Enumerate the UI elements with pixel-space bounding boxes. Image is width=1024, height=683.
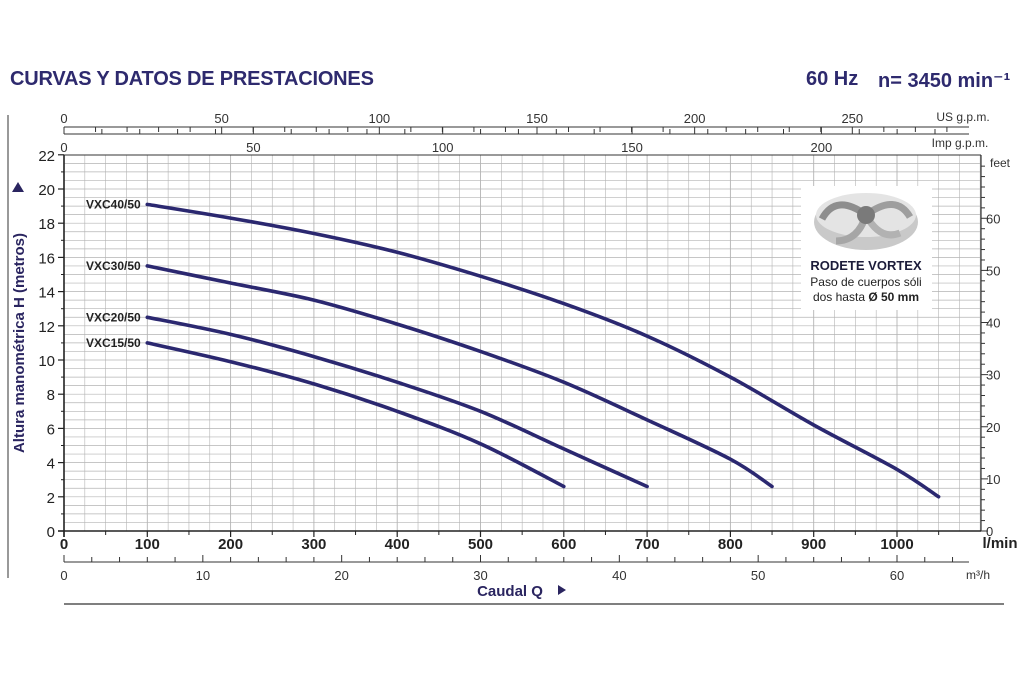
m3h-tick-label: 50 bbox=[751, 568, 765, 583]
curve-vxc30-50 bbox=[145, 264, 774, 489]
feet-tick-label: 60 bbox=[986, 211, 1000, 226]
curves: VXC40/50 VXC30/50 VXC20/50 VXC15/50 bbox=[86, 197, 941, 499]
feet-unit-label: feet bbox=[990, 156, 1011, 170]
x-tick-label: 800 bbox=[718, 536, 743, 553]
speed-label: n= 3450 min⁻¹ bbox=[878, 70, 1011, 92]
curve-vxc20-50 bbox=[145, 315, 649, 489]
y-tick-label: 22 bbox=[38, 148, 55, 165]
vortex-impeller-icon bbox=[814, 193, 918, 250]
y-tick-label: 2 bbox=[47, 490, 55, 507]
x-axis-arrow-icon bbox=[558, 585, 566, 595]
m3h-tick-label: 20 bbox=[334, 568, 348, 583]
frequency-label: 60 Hz bbox=[806, 68, 859, 90]
curve-vxc40-50 bbox=[145, 202, 941, 499]
x-tick-label: 700 bbox=[635, 536, 660, 553]
m3h-tick-label: 10 bbox=[196, 568, 210, 583]
x-tick-label: 600 bbox=[551, 536, 576, 553]
m3h-unit-label: m³/h bbox=[966, 568, 990, 582]
y-tick-label: 4 bbox=[47, 456, 55, 473]
us-gpm-tick-label: 100 bbox=[368, 111, 390, 126]
inset-line2: dos hasta Ø 50 mm bbox=[813, 290, 919, 304]
series-label-vxc40-50: VXC40/50 bbox=[86, 197, 141, 211]
feet-tick-label: 0 bbox=[986, 524, 993, 539]
imp-gpm-tick-label: 100 bbox=[432, 140, 454, 155]
x-tick-label: 900 bbox=[801, 536, 826, 553]
y-tick-label: 10 bbox=[38, 353, 55, 370]
feet-tick-label: 10 bbox=[986, 472, 1000, 487]
us-gpm-tick-label: 200 bbox=[684, 111, 706, 126]
inset-line2-prefix: dos hasta bbox=[813, 290, 868, 304]
inset-line1: Paso de cuerpos sóli bbox=[810, 275, 921, 289]
series-label-vxc20-50: VXC20/50 bbox=[86, 310, 141, 324]
y-axis-title: Altura manométrica H (metros) bbox=[11, 233, 28, 453]
inset-line2-bold: Ø 50 mm bbox=[868, 290, 919, 304]
x-tick-label: 400 bbox=[385, 536, 410, 553]
vortex-impeller-inset: RODETE VORTEX Paso de cuerpos sóli dos h… bbox=[801, 186, 932, 310]
axes: 0 2 4 6 8 10 12 14 16 18 20 22 Altura manométrica H … bbox=[7, 110, 1018, 605]
x-tick-label: 0 bbox=[60, 536, 68, 553]
x-tick-label: 200 bbox=[218, 536, 243, 553]
y-tick-label: 8 bbox=[47, 387, 55, 404]
imp-gpm-tick-label: 200 bbox=[811, 140, 833, 155]
y-axis-arrow-icon bbox=[12, 182, 24, 192]
feet-tick-label: 20 bbox=[986, 420, 1000, 435]
y-tick-label: 16 bbox=[38, 250, 55, 267]
imp-gpm-unit-label: Imp g.p.m. bbox=[932, 136, 989, 150]
y-tick-label: 12 bbox=[38, 319, 55, 336]
imp-gpm-tick-label: 0 bbox=[60, 140, 67, 155]
series-label-vxc30-50: VXC30/50 bbox=[86, 259, 141, 273]
us-gpm-tick-label: 150 bbox=[526, 111, 548, 126]
imp-gpm-tick-label: 50 bbox=[246, 140, 260, 155]
m3h-tick-label: 60 bbox=[890, 568, 904, 583]
m3h-tick-label: 30 bbox=[473, 568, 487, 583]
us-gpm-tick-label: 50 bbox=[214, 111, 228, 126]
x-axis-title: Caudal Q bbox=[477, 583, 543, 600]
x-unit-label: l/min bbox=[982, 535, 1017, 552]
page-title: CURVAS Y DATOS DE PRESTACIONES bbox=[10, 68, 374, 90]
us-gpm-tick-label: 0 bbox=[60, 111, 67, 126]
x-tick-label: 100 bbox=[135, 536, 160, 553]
x-tick-label: 500 bbox=[468, 536, 493, 553]
series-label-vxc15-50: VXC15/50 bbox=[86, 336, 141, 350]
y-tick-label: 20 bbox=[38, 182, 55, 199]
curve-vxc15-50 bbox=[145, 341, 566, 489]
feet-tick-label: 30 bbox=[986, 368, 1000, 383]
us-gpm-unit-label: US g.p.m. bbox=[936, 110, 989, 124]
y-tick-label: 14 bbox=[38, 285, 55, 302]
m3h-tick-label: 0 bbox=[60, 568, 67, 583]
y-tick-label: 18 bbox=[38, 216, 55, 233]
x-tick-label: 300 bbox=[301, 536, 326, 553]
y-tick-label: 0 bbox=[47, 524, 55, 541]
y-tick-label: 6 bbox=[47, 421, 55, 438]
feet-tick-label: 50 bbox=[986, 263, 1000, 278]
m3h-tick-label: 40 bbox=[612, 568, 626, 583]
feet-tick-label: 40 bbox=[986, 316, 1000, 331]
x-tick-label: 1000 bbox=[880, 536, 913, 553]
imp-gpm-tick-label: 150 bbox=[621, 140, 643, 155]
us-gpm-tick-label: 250 bbox=[841, 111, 863, 126]
inset-title: RODETE VORTEX bbox=[810, 258, 922, 273]
